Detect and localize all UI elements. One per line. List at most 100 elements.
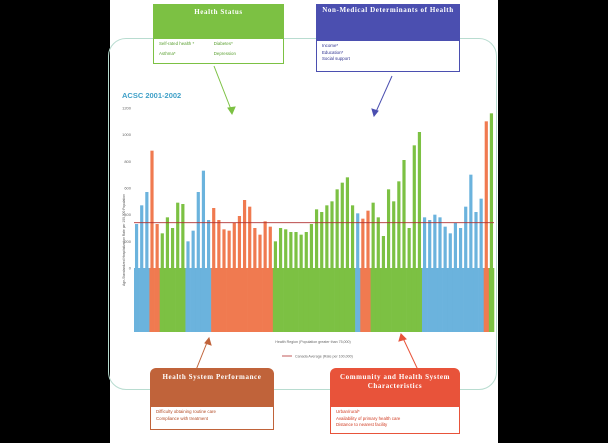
region-band (447, 268, 454, 332)
region-band (267, 268, 274, 332)
bar (191, 230, 195, 268)
y-tick-label: 0 (129, 266, 132, 271)
region-band (344, 268, 351, 332)
arrow-community (398, 333, 419, 371)
bar (489, 113, 494, 268)
bar (186, 241, 190, 268)
bar (150, 150, 154, 268)
bar (304, 232, 308, 268)
health-status-list: Self-rated health * Diabetes* Asthma* De… (153, 38, 284, 64)
region-band (488, 268, 495, 332)
bar (397, 181, 401, 268)
bar (201, 170, 206, 268)
region-band (257, 268, 263, 332)
list-item: Difficulty obtaining routine care (156, 409, 216, 414)
region-band (231, 268, 238, 332)
bars-group (134, 113, 494, 268)
system-performance-box: Health System Performance Difficulty obt… (150, 368, 274, 430)
health-status-box: Health Status Self-rated health * Diabet… (153, 4, 284, 64)
region-band (154, 268, 161, 332)
region-band (226, 268, 233, 332)
bar (140, 205, 144, 268)
list-item: Asthma* (159, 51, 176, 56)
bar (448, 233, 452, 268)
region-band (303, 268, 310, 332)
legend-label: Canada Average (Rate per 100,000) (295, 355, 353, 359)
region-band (452, 268, 459, 332)
region-band (293, 268, 299, 332)
region-band (463, 268, 469, 332)
bar (206, 220, 211, 268)
bar (258, 234, 262, 268)
bar (356, 213, 360, 268)
region-band (365, 268, 371, 332)
bar (289, 232, 293, 268)
list-item: Income* (322, 43, 339, 48)
bar (314, 209, 319, 268)
bar (484, 121, 488, 268)
bar (248, 206, 252, 268)
bar (263, 221, 267, 268)
region-band (175, 268, 181, 332)
region-band (370, 268, 377, 332)
y-tick-label: 1000 (122, 132, 132, 137)
region-band (288, 268, 294, 332)
region-band (185, 268, 191, 332)
bar (469, 174, 473, 268)
bar (479, 198, 483, 268)
list-item: Compliance with treatment (156, 415, 208, 421)
region-band (200, 268, 207, 332)
region-band (216, 268, 222, 332)
system-performance-list: Difficulty obtaining routine care Compli… (150, 406, 274, 430)
region-band (334, 268, 341, 332)
region-band (391, 268, 397, 332)
bar (464, 206, 468, 268)
region-band (149, 268, 155, 332)
bar (278, 228, 283, 268)
region-band (236, 268, 243, 332)
bar (268, 226, 272, 268)
region-band (308, 268, 315, 332)
bar (458, 228, 463, 268)
region-band (437, 268, 443, 332)
list-item: Diabetes* (213, 41, 233, 46)
region-band (427, 268, 433, 332)
bar (253, 228, 257, 268)
bar (273, 241, 278, 268)
list-item: Availability of primary health care (336, 415, 401, 421)
region-band (432, 268, 438, 332)
region-band (350, 268, 356, 332)
region-band (416, 268, 423, 332)
list-item: Education* (322, 49, 344, 55)
bar (438, 217, 442, 268)
bar (284, 229, 288, 268)
bar (433, 214, 437, 268)
bar (134, 224, 139, 268)
lower-bars-group (134, 268, 495, 332)
community-box: Community and Health System Characterist… (330, 368, 460, 434)
bar (335, 189, 339, 268)
region-band (139, 268, 145, 332)
region-band (170, 268, 176, 332)
non-medical-list: Income* Education* Social support (316, 40, 460, 72)
arrow-health (213, 65, 236, 116)
region-band (319, 268, 325, 332)
list-item: Social support (322, 56, 350, 61)
arrow-nonmedical (371, 75, 393, 118)
bar (212, 208, 216, 268)
region-band (329, 268, 335, 332)
bar (299, 234, 303, 268)
region-band (401, 268, 407, 332)
region-band (478, 268, 485, 332)
region-band (360, 268, 366, 332)
bar (196, 192, 200, 268)
chart-title: ACSC 2001-2002 (122, 91, 181, 100)
region-band (283, 268, 289, 332)
bar (474, 212, 478, 268)
region-band (144, 268, 150, 332)
bar (392, 201, 396, 268)
bar (361, 218, 365, 268)
bar (371, 202, 375, 268)
region-band (252, 268, 258, 332)
